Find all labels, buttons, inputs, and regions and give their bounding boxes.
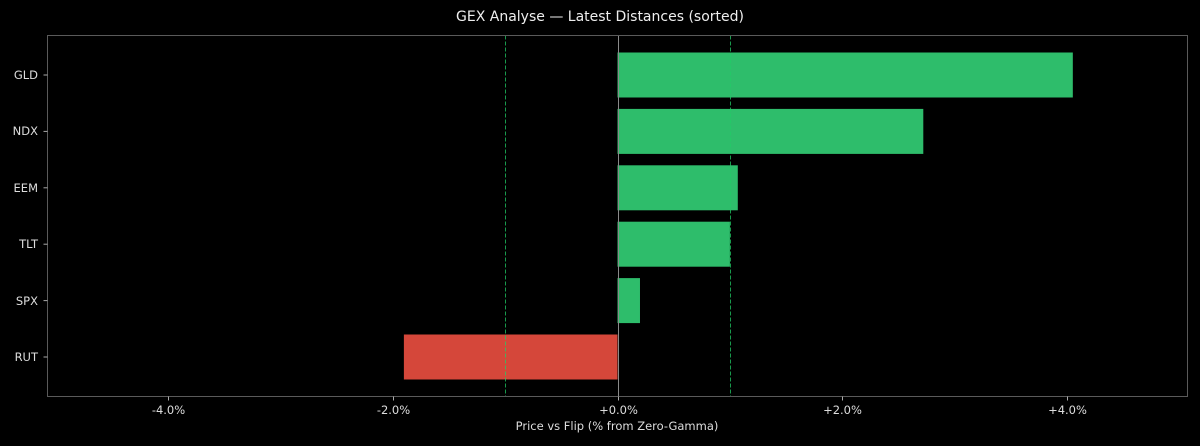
x-tick-label: +2.0% — [823, 403, 862, 417]
y-tick-label-rut: RUT — [14, 350, 38, 364]
y-ticks — [43, 74, 48, 358]
bar-eem — [617, 165, 738, 211]
chart-title: GEX Analyse — Latest Distances (sorted) — [456, 9, 744, 25]
x-axis-label: Price vs Flip (% from Zero-Gamma) — [515, 419, 719, 433]
axes-frame — [47, 35, 1188, 397]
y-tick-label-tlt: TLT — [19, 237, 38, 252]
bar-tlt — [617, 221, 730, 267]
y-tick-label-spx: SPX — [15, 293, 38, 308]
bar-rut — [403, 334, 618, 380]
x-tick-label: -2.0% — [376, 403, 411, 417]
x-tick-label: +4.0% — [1048, 403, 1087, 417]
bars-group — [403, 52, 1073, 380]
bar-gld — [617, 52, 1073, 98]
x-tick-label: +0.0% — [599, 403, 638, 417]
y-tick-label-eem: EEM — [13, 180, 38, 195]
bar-spx — [617, 278, 640, 324]
y-tick-label-ndx: NDX — [12, 124, 38, 139]
y-tick-label-gld: GLD — [13, 68, 38, 82]
reference-lines — [505, 35, 731, 397]
x-ticks — [168, 396, 1068, 401]
bar-ndx — [617, 108, 924, 154]
x-tick-label: -4.0% — [151, 403, 186, 417]
